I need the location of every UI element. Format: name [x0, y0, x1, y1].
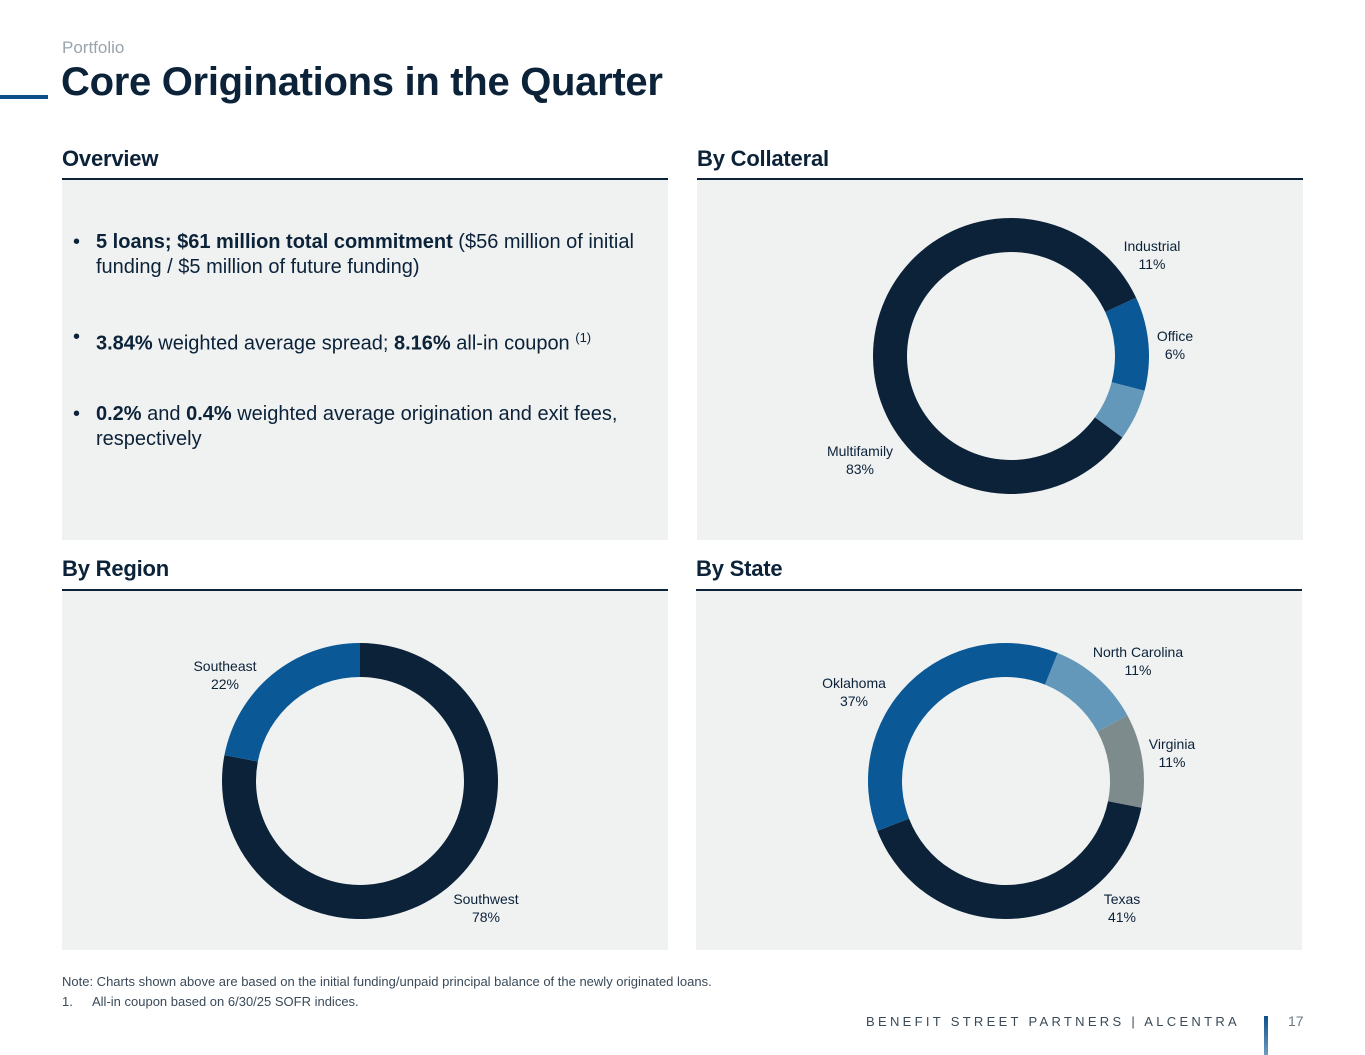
percent-label: 11% — [1159, 754, 1186, 770]
overview-heading: Overview — [62, 146, 159, 171]
bullet-origination-fee: 0.2% — [96, 402, 142, 425]
data-label-oklahoma: Oklahoma 37% — [822, 675, 886, 709]
bullet-coupon-text: all-in coupon — [450, 332, 576, 355]
category-label: Southeast — [193, 658, 256, 674]
footer-brand: BENEFIT STREET PARTNERS | ALCENTRA — [866, 1014, 1240, 1029]
slice-southeast — [224, 643, 360, 762]
bullet-spread: 3.84% weighted average spread; 8.16% all… — [73, 325, 658, 357]
bullet-exit-fee: 0.4% — [186, 402, 232, 425]
data-label-industrial: Industrial 11% — [1124, 238, 1181, 272]
percent-label: 83% — [846, 461, 874, 477]
bullet-fees: 0.2% and 0.4% weighted average originati… — [73, 402, 658, 452]
percent-label: 6% — [1165, 346, 1185, 362]
bullet-loans: 5 loans; $61 million total commitment ($… — [73, 230, 658, 280]
category-label: Texas — [1104, 891, 1141, 907]
category-label: North Carolina — [1093, 644, 1183, 660]
bullet-spread-text: weighted average spread; — [152, 332, 394, 355]
region-heading: By Region — [62, 556, 169, 581]
collateral-heading: By Collateral — [697, 146, 829, 171]
state-donut-chart: North Carolina 11% Virginia 11% Texas 41% Okla… — [822, 643, 1196, 925]
state-heading: By State — [696, 556, 783, 581]
state-rule — [696, 589, 1302, 591]
percent-label: 37% — [840, 693, 868, 709]
percent-label: 41% — [1108, 909, 1136, 925]
percent-label: 11% — [1125, 662, 1152, 678]
footnote-text: All-in coupon based on 6/30/25 SOFR indi… — [92, 994, 359, 1009]
bullet-loans-bold: 5 loans; $61 million total commitment — [96, 231, 453, 253]
slice-multifamily — [873, 218, 1137, 495]
slice-industrial — [1105, 297, 1149, 391]
page-title: Core Originations in the Quarter — [61, 60, 663, 104]
slice-virginia — [1097, 715, 1144, 808]
collateral-rule — [697, 178, 1303, 180]
percent-label: 22% — [211, 676, 239, 692]
category-label: Virginia — [1149, 736, 1196, 752]
category-label: Multifamily — [827, 443, 893, 459]
bullet-fees-and: and — [141, 402, 187, 425]
slice-texas — [877, 801, 1142, 920]
overview-rule — [62, 178, 668, 180]
collateral-donut-chart: Industrial 11% Office 6% Multifamily 83% — [827, 218, 1194, 495]
slice-oklahoma — [868, 643, 1058, 831]
title-accent-bar — [0, 95, 48, 99]
percent-label: 78% — [472, 909, 500, 925]
category-label: Southwest — [453, 891, 518, 907]
data-label-north-carolina: North Carolina 11% — [1093, 644, 1183, 678]
bullet-spread-value: 3.84% — [96, 332, 153, 355]
overview-bullets: 5 loans; $61 million total commitment ($… — [73, 230, 658, 452]
bullet-coupon-value: 8.16% — [394, 332, 451, 355]
category-label: Oklahoma — [822, 675, 886, 691]
bullet-fees-text: weighted average origination and exit fe… — [96, 402, 618, 450]
footnote-number: 1. — [62, 994, 73, 1009]
breadcrumb: Portfolio — [62, 38, 125, 57]
data-label-texas: Texas 41% — [1104, 891, 1141, 925]
notes: Note: Charts shown above are based on th… — [62, 972, 712, 1012]
footer-accent-bar — [1264, 1016, 1268, 1055]
page-number: 17 — [1288, 1013, 1304, 1029]
data-label-southeast: Southeast 22% — [193, 658, 256, 692]
percent-label: 11% — [1139, 256, 1166, 272]
bullet-loans-text: ($56 million of initial funding / $5 mil… — [96, 231, 634, 278]
slice-office — [1094, 382, 1145, 438]
data-label-multifamily: Multifamily 83% — [827, 443, 893, 477]
category-label: Industrial — [1124, 238, 1181, 254]
data-label-office: Office 6% — [1157, 328, 1194, 362]
slice-north-carolina — [1044, 653, 1128, 732]
data-label-virginia: Virginia 11% — [1149, 736, 1196, 770]
region-rule — [62, 589, 668, 591]
category-label: Office — [1157, 328, 1194, 344]
footnote-ref: (1) — [575, 330, 592, 345]
chart-note: Note: Charts shown above are based on th… — [62, 974, 712, 989]
region-donut-chart: Southwest 78% Southeast 22% — [193, 643, 519, 925]
footnote-1: 1. All-in coupon based on 6/30/25 SOFR in… — [62, 992, 712, 1012]
data-label-southwest: Southwest 78% — [453, 891, 518, 925]
